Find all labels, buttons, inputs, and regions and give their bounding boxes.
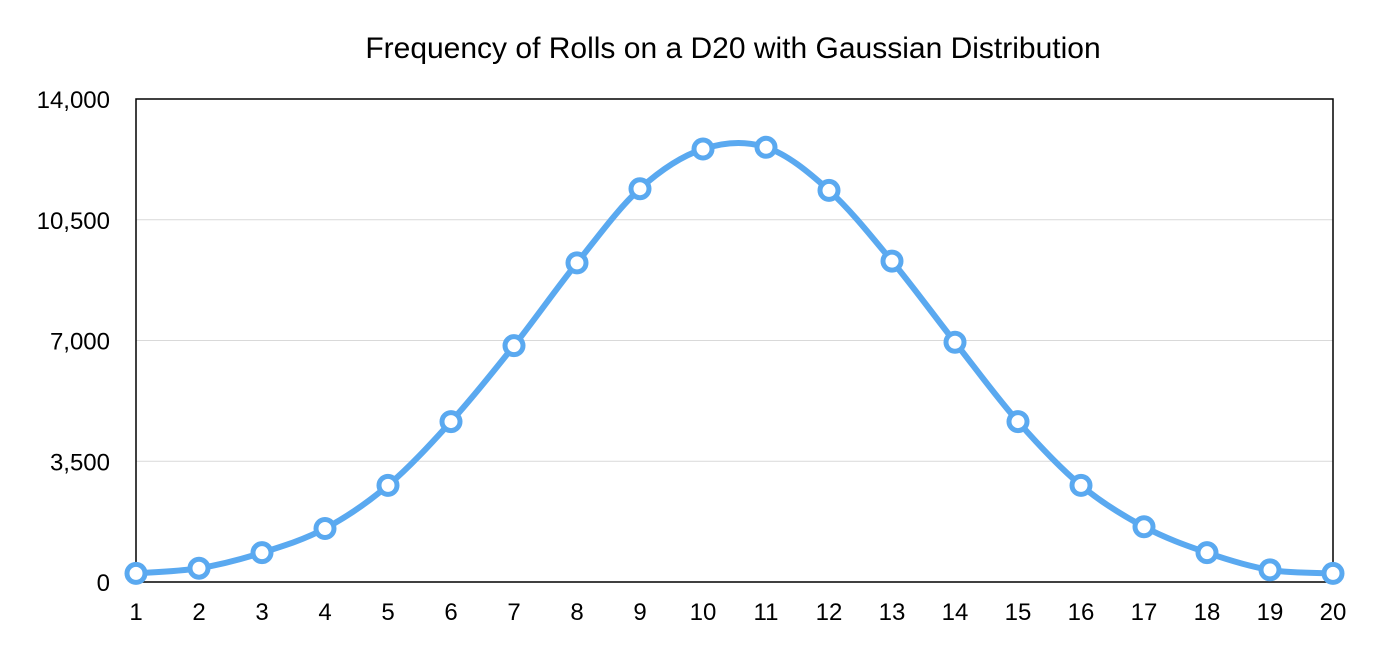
data-point-marker xyxy=(502,334,526,358)
x-tick-label: 5 xyxy=(381,599,394,626)
data-point-marker xyxy=(817,178,841,202)
data-point-marker xyxy=(376,473,400,497)
x-tick-label: 20 xyxy=(1320,599,1347,626)
data-point-marker xyxy=(1321,561,1345,585)
y-tick-label: 7,000 xyxy=(50,329,110,356)
data-point-marker xyxy=(313,517,337,541)
y-axis-tick-labels: 0 3,500 7,000 10,500 14,000 xyxy=(37,87,110,597)
x-tick-label: 16 xyxy=(1068,599,1095,626)
y-tick-label: 14,000 xyxy=(37,87,110,114)
data-point-marker xyxy=(1069,473,1093,497)
x-tick-label: 4 xyxy=(318,599,331,626)
x-tick-label: 15 xyxy=(1005,599,1032,626)
x-tick-label: 18 xyxy=(1194,599,1221,626)
data-point-marker xyxy=(187,556,211,580)
data-point-marker xyxy=(1132,515,1156,539)
x-tick-label: 8 xyxy=(570,599,583,626)
data-point-marker xyxy=(880,249,904,273)
x-tick-label: 17 xyxy=(1131,599,1158,626)
data-point-marker xyxy=(439,410,463,434)
x-tick-label: 1 xyxy=(129,599,142,626)
data-point-marker xyxy=(691,137,715,161)
y-tick-label: 10,500 xyxy=(37,208,110,235)
data-point-marker xyxy=(754,135,778,159)
data-point-marker xyxy=(1195,541,1219,565)
x-tick-label: 3 xyxy=(255,599,268,626)
x-tick-label: 6 xyxy=(444,599,457,626)
series-layer xyxy=(124,135,1345,585)
gridlines xyxy=(136,219,1333,462)
x-axis-tick-labels: 1 2 3 4 5 6 7 8 9 10 11 12 13 14 15 16 17 18 19 20 xyxy=(129,599,1346,626)
x-tick-label: 11 xyxy=(754,599,779,626)
x-tick-label: 9 xyxy=(633,599,646,626)
x-tick-label: 10 xyxy=(690,599,717,626)
x-tick-label: 14 xyxy=(942,599,969,626)
x-tick-label: 2 xyxy=(192,599,205,626)
x-tick-label: 12 xyxy=(816,599,843,626)
data-point-marker xyxy=(1006,410,1030,434)
plot-area-frame xyxy=(135,98,1334,583)
y-tick-label: 3,500 xyxy=(50,449,110,476)
data-point-marker xyxy=(250,541,274,565)
x-tick-label: 13 xyxy=(879,599,906,626)
data-point-marker xyxy=(628,177,652,201)
y-tick-label: 0 xyxy=(97,570,110,597)
series-line xyxy=(133,139,1336,577)
x-tick-label: 7 xyxy=(507,599,520,626)
data-point-marker xyxy=(565,251,589,275)
data-point-marker xyxy=(124,561,148,585)
chart-title: Frequency of Rolls on a D20 with Gaussia… xyxy=(365,32,1100,65)
data-point-marker xyxy=(1258,558,1282,582)
data-point-marker xyxy=(943,330,967,354)
x-tick-label: 19 xyxy=(1257,599,1284,626)
